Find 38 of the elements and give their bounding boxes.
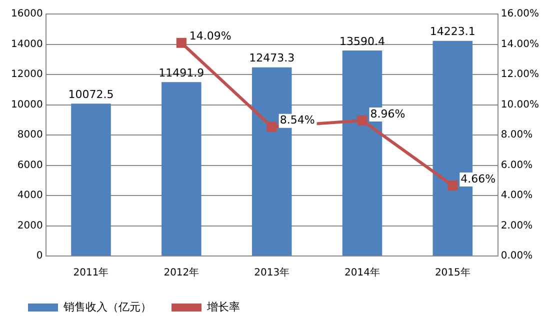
y-tick-label: 14000: [11, 38, 43, 50]
y-tick-label: 4000: [17, 190, 43, 202]
data-label: 4.66%: [460, 172, 496, 186]
y-tick-label: 10000: [11, 99, 43, 110]
x-tick-label: 2011年: [73, 266, 109, 279]
data-label: 14223.1: [430, 25, 476, 38]
x-tick-label: 2012年: [164, 266, 200, 279]
y2-tick-label: 4.00%: [500, 190, 533, 202]
y2-tick-label: 6.00%: [500, 160, 533, 171]
y2-tick-label: 8.00%: [500, 130, 533, 141]
y2-tick-label: 16.00%: [500, 8, 540, 20]
x-tick-label: 2013年: [254, 266, 290, 279]
point: [176, 38, 186, 48]
y2-tick-label: 14.00%: [500, 38, 540, 50]
y-tick-label: 16000: [11, 8, 43, 20]
point: [448, 180, 458, 191]
legend-label: 增长率: [206, 300, 240, 314]
point: [266, 122, 277, 132]
y2-tick-label: 10.00%: [500, 99, 540, 110]
y-tick-label: 0: [36, 250, 43, 262]
x-tick-label: 2015年: [434, 266, 470, 279]
data-label: 13590.4: [340, 34, 386, 48]
data-label: 11491.9: [158, 66, 204, 80]
data-label: 8.96%: [370, 107, 406, 120]
y2-tick-label: 2.00%: [500, 220, 533, 232]
point: [357, 115, 368, 126]
y-tick-label: 2000: [17, 220, 43, 232]
data-label: 12473.3: [249, 52, 295, 65]
legend-label: 销售收入（亿元）: [62, 300, 152, 314]
x-tick-label: 2014年: [344, 266, 380, 279]
y-tick-label: 6000: [17, 160, 43, 171]
y-tick-label: 8000: [17, 130, 43, 141]
data-label: 8.54%: [280, 114, 315, 127]
data-label: 10072.5: [68, 88, 114, 102]
y2-tick-label: 12.00%: [500, 69, 540, 80]
data-label: 14.09%: [189, 30, 232, 43]
y-tick-label: 12000: [11, 69, 43, 80]
y2-tick-label: 0.00%: [500, 250, 533, 262]
